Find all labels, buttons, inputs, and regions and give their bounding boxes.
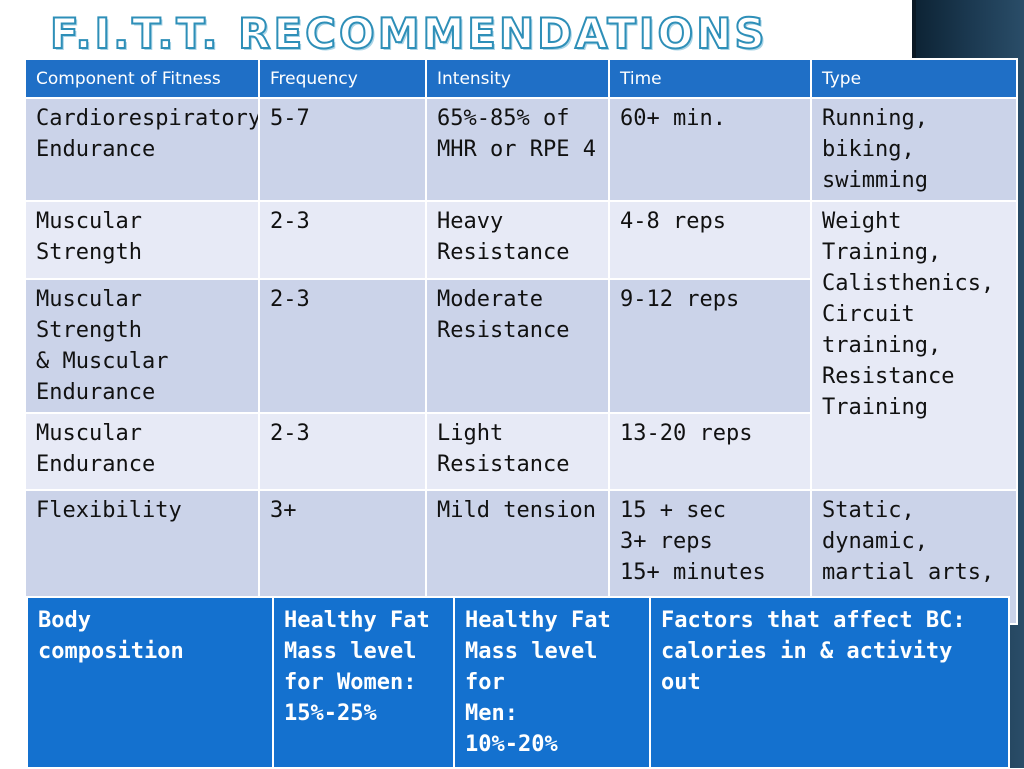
header-intensity: Intensity [425, 58, 610, 99]
bc-factors: Factors that affect BC: calories in & ac… [649, 596, 1010, 769]
cell-time: 9-12 reps [608, 278, 812, 414]
cell-intensity: Heavy Resistance [425, 200, 610, 280]
cell-frequency: 2-3 [258, 278, 427, 414]
cell-time: 60+ min. [608, 97, 812, 202]
men-fat-level: Healthy Fat Mass level for Men: 10%-20% [453, 596, 651, 769]
cell-frequency: 5-7 [258, 97, 427, 202]
cell-intensity: Moderate Resistance [425, 278, 610, 414]
table-header-row: Component of Fitness Frequency Intensity… [24, 58, 1018, 99]
body-composition-row: Body composition Healthy Fat Mass level … [26, 596, 1010, 769]
header-component: Component of Fitness [24, 58, 260, 99]
cell-component: Muscular Endurance [24, 412, 260, 491]
cell-type-shared: Weight Training, Calisthenics, Circuit t… [810, 200, 1018, 491]
cell-component: Cardiorespiratory Endurance [24, 97, 260, 202]
cell-component: Muscular Strength [24, 200, 260, 280]
cell-time: 4-8 reps [608, 200, 812, 280]
body-composition-label: Body composition [26, 596, 274, 769]
fitt-table: Component of Fitness Frequency Intensity… [24, 58, 1018, 625]
header-time: Time [608, 58, 812, 99]
cell-frequency: 2-3 [258, 412, 427, 491]
cell-intensity: 65%-85% of MHR or RPE 4 [425, 97, 610, 202]
cell-time: 13-20 reps [608, 412, 812, 491]
cell-intensity: Light Resistance [425, 412, 610, 491]
table-row: Muscular Endurance 2-3 Light Resistance … [24, 412, 1017, 491]
body-composition-table: Body composition Healthy Fat Mass level … [26, 596, 1010, 769]
cell-type: Running, biking, swimming [810, 97, 1018, 202]
table-row: Cardiorespiratory Endurance 5-7 65%-85% … [24, 97, 1018, 202]
cell-component: Muscular Strength & Muscular Endurance [24, 278, 260, 414]
cell-frequency: 2-3 [258, 200, 427, 280]
header-type: Type [810, 58, 1018, 99]
table-row: Muscular Strength & Muscular Endurance 2… [24, 278, 1017, 414]
women-fat-level: Healthy Fat Mass level for Women: 15%-25… [272, 596, 455, 769]
header-frequency: Frequency [258, 58, 427, 99]
slide-title: F.I.T.T. RECOMMENDATIONS [49, 8, 768, 59]
table-row: Muscular Strength 2-3 Heavy Resistance 4… [24, 200, 1018, 491]
